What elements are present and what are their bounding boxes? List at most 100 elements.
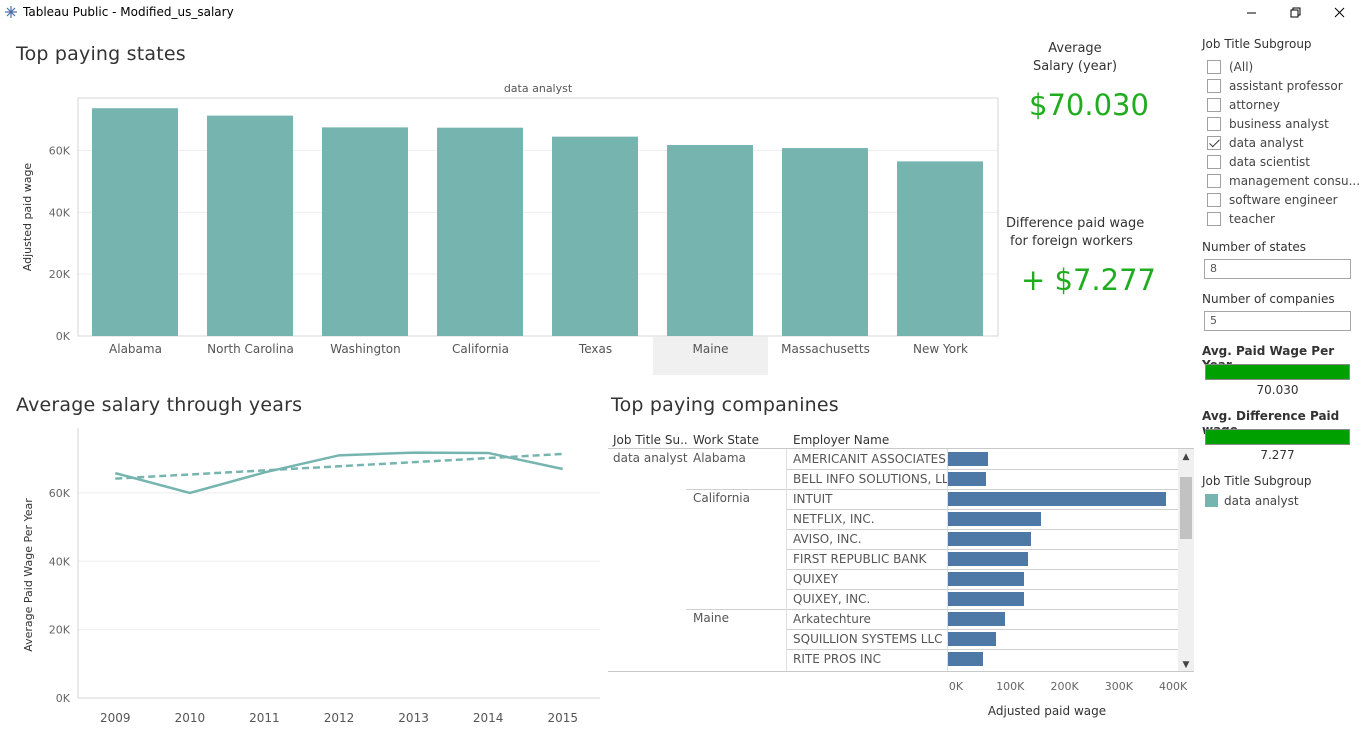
filter-option[interactable]: assistant professor (1207, 76, 1343, 95)
y-tick-label: 20K (49, 268, 71, 281)
num-companies-label: Number of companies (1202, 292, 1335, 306)
state-divider (686, 609, 1178, 610)
filter-option[interactable]: management consu... (1207, 171, 1360, 190)
table-scrollbar[interactable]: ▲ ▼ (1178, 449, 1194, 671)
legend-title: Job Title Subgroup (1202, 474, 1312, 488)
filter-checkbox[interactable] (1207, 59, 1221, 74)
employer-name-cell[interactable]: AVISO, INC. (793, 532, 862, 546)
employer-name-cell[interactable]: FIRST REPUBLIC BANK (793, 552, 927, 566)
company-bar[interactable] (948, 592, 1024, 606)
legend-item-label: data analyst (1224, 493, 1299, 508)
filter-option[interactable]: data scientist (1207, 152, 1310, 171)
avg-salary-value: $70.030 (1029, 88, 1149, 122)
filter-checkbox[interactable] (1207, 211, 1221, 226)
company-bar[interactable] (948, 652, 983, 666)
restore-button[interactable] (1272, 0, 1318, 24)
y-tick-label: 0K (56, 692, 71, 705)
company-bar[interactable] (948, 532, 1031, 546)
company-bar[interactable] (948, 612, 1005, 626)
work-state-cell[interactable]: California (693, 491, 750, 505)
top-states-bar-chart[interactable]: 0K 20K 40K 60K data analyst Adjusted paid wag… (15, 78, 1005, 378)
filter-option[interactable]: attorney (1207, 95, 1280, 114)
avg-diff-wage-slider[interactable] (1205, 429, 1350, 445)
x-tick-label: 2014 (473, 711, 504, 725)
employer-name-cell[interactable]: INTUIT (793, 492, 833, 506)
company-bar[interactable] (948, 472, 986, 486)
filter-option[interactable]: data analyst (1207, 133, 1304, 152)
x-tick-label: 0K (949, 680, 964, 693)
filter-option[interactable]: teacher (1207, 209, 1275, 228)
avg-paid-wage-slider[interactable] (1205, 364, 1350, 380)
close-button[interactable] (1316, 0, 1362, 24)
job-title-cell[interactable]: data analyst (613, 451, 688, 465)
company-bar[interactable] (948, 452, 989, 466)
employer-name-cell[interactable]: Arkatechture (793, 612, 871, 626)
salary-line[interactable] (114, 451, 563, 495)
bar[interactable] (437, 127, 523, 336)
employer-name-cell[interactable]: AMERICANIT ASSOCIATES.. (793, 452, 947, 466)
row-divider (786, 509, 1178, 510)
filter-checkbox[interactable] (1207, 97, 1221, 112)
header-work-state[interactable]: Work State (693, 433, 759, 447)
y-axis-label: Average Paid Wage Per Year (22, 498, 35, 652)
employer-name-cell[interactable]: QUIXEY, INC. (793, 592, 871, 606)
tableau-logo-icon (5, 6, 17, 18)
minimize-button[interactable] (1228, 0, 1274, 24)
x-tick-label: 2013 (398, 711, 429, 725)
employer-name-cell[interactable]: BELL INFO SOLUTIONS, LLC (793, 472, 947, 486)
filter-option-label: assistant professor (1229, 78, 1343, 93)
y-tick-label: 40K (49, 206, 71, 219)
salary-years-line-chart[interactable]: 0K 20K 40K 60K Average Paid Wage Per Year 200… (15, 420, 605, 730)
y-tick-label: 40K (49, 555, 71, 568)
filter-checkbox[interactable] (1207, 192, 1221, 207)
scroll-down-arrow-icon[interactable]: ▼ (1182, 660, 1190, 670)
filter-option[interactable]: software engineer (1207, 190, 1338, 209)
filter-checkbox[interactable] (1207, 78, 1221, 93)
company-bar[interactable] (948, 632, 996, 646)
diff-wage-label: Difference paid wage for foreign workers (1006, 215, 1146, 251)
filter-option[interactable]: (All) (1207, 57, 1253, 76)
filter-checkbox[interactable] (1207, 173, 1221, 188)
window-titlebar: Tableau Public - Modified_us_salary (0, 0, 1366, 26)
company-bar[interactable] (948, 572, 1024, 586)
filter-option-label: software engineer (1229, 192, 1338, 207)
bar[interactable] (552, 136, 638, 336)
filter-checkbox[interactable] (1207, 154, 1221, 169)
scroll-thumb[interactable] (1180, 477, 1192, 539)
row-divider (786, 649, 1178, 650)
trend-line[interactable] (115, 452, 563, 480)
company-bar[interactable] (948, 512, 1042, 526)
bar[interactable] (897, 161, 983, 336)
bar[interactable] (92, 108, 178, 336)
filter-checkbox[interactable] (1207, 135, 1221, 150)
num-states-label: Number of states (1202, 240, 1307, 254)
bar[interactable] (207, 115, 293, 336)
bar[interactable] (322, 127, 408, 336)
num-companies-input[interactable]: 5 (1204, 311, 1351, 331)
avg-diff-wage-value: 7.277 (1260, 448, 1295, 462)
window-title: Tableau Public - Modified_us_salary (23, 5, 234, 19)
work-state-cell[interactable]: Alabama (693, 451, 746, 465)
restore-icon (1290, 7, 1300, 17)
bar[interactable] (782, 148, 868, 336)
x-tick-label: 100K (996, 680, 1025, 693)
filter-checkbox[interactable] (1207, 116, 1221, 131)
bar[interactable] (667, 144, 753, 336)
header-employer-name[interactable]: Employer Name (793, 433, 890, 447)
employer-name-cell[interactable]: QUIXEY (793, 572, 838, 586)
filter-option[interactable]: business analyst (1207, 114, 1329, 133)
salary-years-title: Average salary through years (16, 394, 303, 416)
company-bar[interactable] (948, 552, 1029, 566)
num-states-input[interactable]: 8 (1204, 259, 1351, 279)
x-tick-label: Alabama (109, 342, 162, 356)
scroll-up-arrow-icon[interactable]: ▲ (1182, 452, 1190, 462)
legend-item-data-analyst[interactable]: data analyst (1205, 491, 1299, 510)
state-divider (686, 489, 1178, 490)
company-bar[interactable] (948, 492, 1166, 506)
employer-name-cell[interactable]: RITE PROS INC (793, 652, 881, 666)
header-job-title[interactable]: Job Title Su.. (613, 433, 688, 447)
work-state-cell[interactable]: Maine (693, 611, 730, 625)
job-subgroup-filter-title: Job Title Subgroup (1202, 37, 1312, 51)
employer-name-cell[interactable]: NETFLIX, INC. (793, 512, 875, 526)
employer-name-cell[interactable]: SQUILLION SYSTEMS LLC (793, 632, 943, 646)
